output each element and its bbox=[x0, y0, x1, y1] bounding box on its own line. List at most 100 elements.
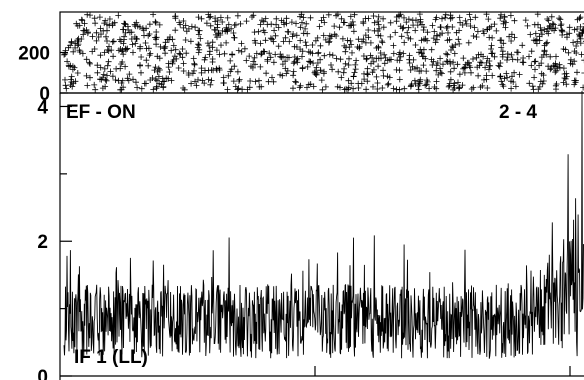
scatter-point bbox=[253, 50, 260, 57]
scatter-point bbox=[70, 80, 77, 87]
scatter-point bbox=[76, 22, 83, 29]
scatter-point bbox=[362, 32, 369, 39]
scatter-point bbox=[364, 71, 371, 78]
scatter-point bbox=[349, 49, 355, 56]
scatter-point bbox=[384, 73, 391, 80]
scatter-point bbox=[209, 44, 216, 51]
scatter-point bbox=[553, 53, 559, 60]
scatter-point bbox=[378, 38, 385, 45]
scatter-point bbox=[573, 43, 580, 49]
scatter-point bbox=[363, 86, 370, 93]
scatter-point bbox=[89, 33, 96, 40]
scatter-point bbox=[252, 40, 259, 46]
scatter-point bbox=[145, 32, 152, 39]
scatter-point bbox=[172, 15, 179, 22]
scatter-point bbox=[121, 20, 128, 27]
scatter-point bbox=[360, 36, 367, 43]
scatter-point bbox=[288, 19, 295, 26]
scatter-point bbox=[470, 56, 476, 62]
scatter-point bbox=[511, 17, 518, 24]
scatter-point bbox=[280, 38, 287, 45]
scatter-point bbox=[408, 82, 415, 89]
scatter-point bbox=[290, 85, 296, 92]
scatter-point bbox=[560, 46, 567, 52]
scatter-point bbox=[282, 65, 289, 72]
scatter-point bbox=[431, 84, 438, 90]
scatter-point bbox=[537, 24, 544, 31]
scatter-point bbox=[509, 56, 516, 63]
scatter-point bbox=[412, 65, 418, 72]
scatter-point bbox=[302, 39, 309, 46]
scatter-point bbox=[449, 24, 456, 30]
scatter-point bbox=[255, 28, 262, 35]
scatter-point bbox=[497, 15, 504, 22]
scatter-point bbox=[179, 54, 186, 61]
scatter-point bbox=[464, 59, 471, 66]
scatter-point bbox=[156, 80, 163, 87]
scatter-point bbox=[152, 19, 159, 26]
scatter-point bbox=[79, 50, 86, 57]
scatter-point bbox=[470, 84, 477, 91]
scatter-panel: 0 200 bbox=[18, 11, 584, 105]
scatter-point bbox=[138, 54, 145, 60]
scatter-point bbox=[93, 29, 100, 36]
scatter-point bbox=[103, 33, 109, 40]
scatter-point bbox=[454, 61, 461, 68]
scatter-point bbox=[428, 46, 435, 53]
scatter-point bbox=[577, 23, 584, 30]
scatter-point bbox=[268, 21, 275, 28]
scatter-point bbox=[532, 30, 539, 37]
scatter-point bbox=[407, 35, 414, 42]
scatter-point bbox=[349, 18, 356, 25]
scatter-point bbox=[201, 56, 208, 63]
scatter-point bbox=[462, 17, 469, 24]
scatter-point bbox=[443, 50, 450, 57]
scatter-point bbox=[180, 18, 187, 24]
scatter-point bbox=[96, 14, 103, 21]
scatter-point bbox=[257, 21, 264, 28]
scatter-point bbox=[540, 51, 547, 58]
scatter-point bbox=[297, 46, 304, 53]
scatter-point bbox=[375, 21, 382, 28]
scatter-point bbox=[474, 64, 481, 71]
scatter-point bbox=[558, 21, 565, 28]
scatter-point bbox=[431, 28, 438, 35]
scatter-point bbox=[532, 37, 539, 44]
scatter-point bbox=[401, 85, 408, 92]
scatter-point bbox=[501, 14, 508, 21]
scatter-point bbox=[234, 68, 241, 75]
scatter-point bbox=[109, 20, 116, 27]
scatter-point bbox=[456, 71, 463, 78]
scatter-point bbox=[379, 85, 386, 91]
scatter-point bbox=[72, 40, 79, 47]
scatter-point bbox=[557, 22, 564, 29]
scatter-point bbox=[320, 32, 327, 39]
scatter-point bbox=[161, 78, 168, 85]
scatter-point bbox=[89, 48, 96, 55]
scatter-point bbox=[577, 40, 584, 47]
scatter-point bbox=[550, 21, 557, 28]
scatter-point bbox=[331, 31, 338, 38]
scatter-point bbox=[481, 30, 487, 37]
scatter-point bbox=[534, 11, 541, 18]
scatter-point bbox=[424, 29, 431, 36]
scatter-point bbox=[541, 26, 548, 33]
scatter-point bbox=[146, 21, 153, 28]
scatter-point bbox=[528, 48, 535, 55]
scatter-point bbox=[338, 74, 345, 81]
scatter-point bbox=[342, 48, 349, 55]
scatter-point bbox=[303, 42, 310, 49]
scatter-point bbox=[485, 16, 492, 23]
scatter-point bbox=[266, 50, 273, 57]
scatter-point bbox=[418, 50, 425, 57]
scatter-point bbox=[246, 53, 253, 60]
scatter-point bbox=[370, 83, 376, 90]
scatter-point bbox=[316, 23, 323, 30]
scatter-point bbox=[220, 74, 227, 81]
scatter-point bbox=[537, 78, 544, 85]
scatter-point bbox=[71, 64, 78, 71]
scatter-point bbox=[571, 81, 578, 88]
scatter-point bbox=[437, 55, 444, 62]
scatter-point bbox=[230, 30, 237, 36]
scatter-point bbox=[145, 45, 152, 52]
